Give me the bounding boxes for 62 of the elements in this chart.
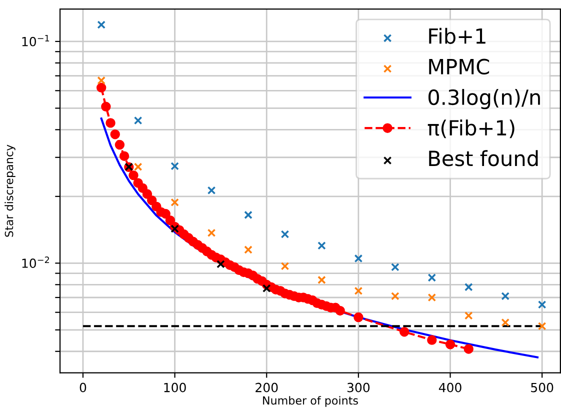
point	[318, 241, 326, 250]
point	[335, 306, 345, 316]
point	[538, 322, 546, 330]
point	[146, 195, 157, 206]
point	[354, 286, 363, 296]
y-tick-label: 10$^{−1}$	[22, 34, 50, 46]
point	[354, 312, 364, 322]
x-tick-label: 200	[256, 382, 278, 392]
point	[170, 198, 179, 207]
point	[165, 215, 176, 226]
point	[119, 151, 130, 161]
x-tick-label: 100	[164, 382, 186, 392]
x-tick-label: 400	[438, 382, 462, 392]
point	[445, 340, 456, 350]
point	[207, 186, 216, 195]
point	[97, 20, 106, 29]
point	[170, 162, 179, 170]
point	[114, 140, 125, 150]
point	[244, 210, 252, 220]
line-series	[100, 118, 539, 358]
point	[244, 246, 252, 254]
y-axis-title: Star discrepancy	[4, 144, 16, 237]
x-tick-label: 500	[531, 382, 554, 392]
legend-label: 0.3log(n)/n	[428, 88, 540, 110]
point	[318, 276, 326, 284]
point	[391, 262, 400, 272]
point	[207, 228, 216, 238]
point	[464, 344, 474, 354]
x-tick-label: 0	[80, 382, 86, 392]
legend-label: Fib+1	[429, 28, 486, 44]
point	[354, 254, 363, 263]
point	[160, 208, 170, 219]
legend-label: π(Fib+1)	[428, 120, 514, 138]
point	[262, 284, 271, 292]
x-tick-label: 300	[347, 382, 370, 392]
point	[170, 224, 179, 233]
point	[280, 230, 290, 238]
legend-label: Best found	[429, 150, 538, 166]
point	[134, 116, 142, 125]
point	[110, 130, 120, 140]
point	[391, 292, 400, 300]
point	[464, 282, 473, 292]
point	[106, 118, 116, 128]
point	[128, 170, 138, 180]
point	[428, 274, 436, 282]
point	[97, 76, 106, 85]
point	[101, 102, 111, 112]
point	[427, 335, 437, 345]
point	[464, 311, 473, 320]
point	[399, 326, 410, 337]
point	[142, 189, 152, 199]
legend-label: MPMC	[429, 58, 490, 75]
y-tick-label: 10$^{−2}$	[22, 256, 49, 268]
point	[96, 82, 106, 92]
point	[428, 293, 436, 302]
point	[134, 162, 142, 171]
point	[216, 260, 225, 268]
point	[538, 300, 546, 309]
point	[501, 292, 510, 300]
point	[501, 318, 510, 327]
x-axis-title: Number of points	[263, 396, 358, 407]
point	[280, 262, 290, 270]
